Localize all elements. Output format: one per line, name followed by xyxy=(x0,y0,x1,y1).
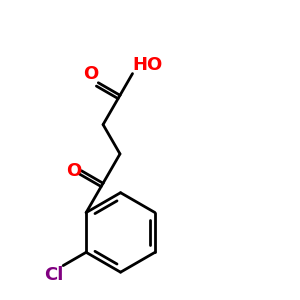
Text: O: O xyxy=(66,162,81,180)
Text: O: O xyxy=(83,65,98,83)
Text: HO: HO xyxy=(133,56,163,74)
Text: Cl: Cl xyxy=(44,266,63,284)
